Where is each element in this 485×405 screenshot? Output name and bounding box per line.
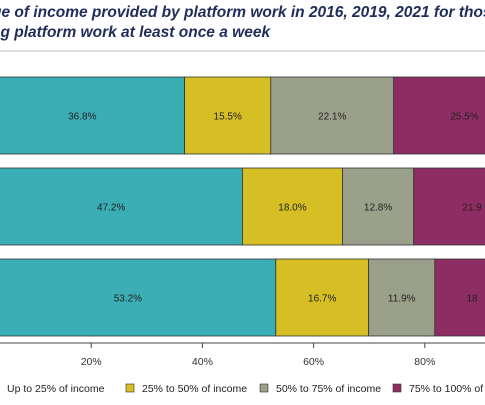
data-label-1-2: 15.5%	[214, 112, 242, 123]
bar-segment-2-4	[413, 167, 485, 246]
bar-segment-1-3	[270, 76, 395, 155]
data-label-2-3: 12.8%	[364, 203, 392, 214]
legend-label-4: 75% to 100% of i	[409, 383, 485, 395]
chart-title-line-2: ng platform work at least once a week	[0, 24, 271, 41]
data-label-3-4: 18	[466, 294, 478, 305]
legend-swatch-2	[125, 383, 135, 393]
bar-segment-2-1	[0, 167, 243, 246]
bar-segment-1-4	[393, 76, 485, 155]
bar-segment-3-2	[275, 258, 370, 337]
data-label-2-2: 18.0%	[278, 203, 306, 214]
bar-segment-2-2	[242, 167, 343, 246]
data-label-1-1: 36.8%	[68, 112, 96, 123]
data-label-2-1: 47.2%	[97, 203, 125, 214]
legend-swatch-3	[259, 383, 269, 393]
legend-swatch-4	[392, 383, 402, 393]
data-label-1-3: 22.1%	[318, 112, 346, 123]
x-tick-label-4: 80%	[414, 356, 435, 368]
data-label-3-2: 16.7%	[308, 294, 336, 305]
data-label-3-1: 53.2%	[114, 294, 142, 305]
bar-segment-3-4	[434, 258, 485, 337]
x-tick-label-2: 40%	[192, 356, 213, 368]
data-label-3-3: 11.9%	[388, 294, 416, 305]
bar-segment-1-2	[184, 76, 272, 155]
legend-label-2: 25% to 50% of income	[142, 383, 247, 395]
legend-label-3: 50% to 75% of income	[276, 383, 381, 395]
data-label-2-4: 21.9	[462, 203, 482, 214]
data-label-1-4: 25.5%	[450, 112, 478, 123]
chart-title-line-1: ge of income provided by platform work i…	[0, 4, 485, 21]
legend-label-1: Up to 25% of income	[7, 383, 105, 395]
x-tick-label-1: 20%	[81, 356, 102, 368]
bar-segment-2-3	[342, 167, 415, 246]
x-tick-label-3: 60%	[303, 356, 324, 368]
bar-segment-1-1	[0, 76, 186, 155]
